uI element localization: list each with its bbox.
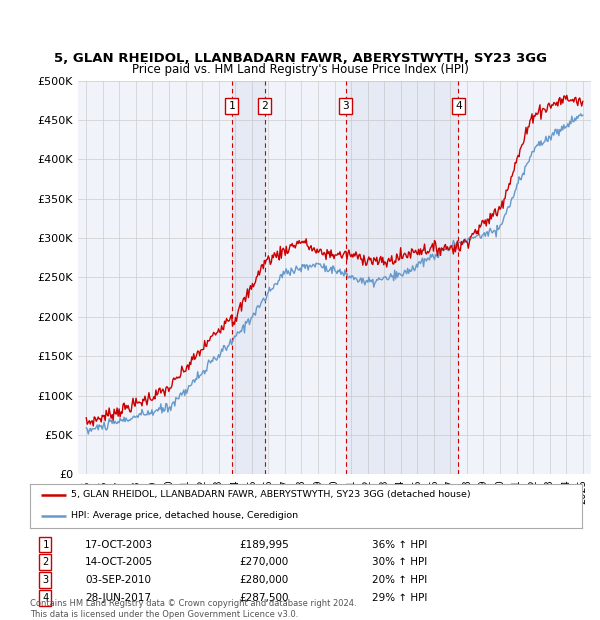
Bar: [232, 81, 265, 474]
Text: Price paid vs. HM Land Registry's House Price Index (HPI): Price paid vs. HM Land Registry's House …: [131, 63, 469, 76]
Text: 1: 1: [229, 101, 235, 111]
Text: 30% ↑ HPI: 30% ↑ HPI: [372, 557, 427, 567]
Text: £287,500: £287,500: [240, 593, 289, 603]
Text: 5, GLAN RHEIDOL, LLANBADARN FAWR, ABERYSTWYTH, SY23 3GG: 5, GLAN RHEIDOL, LLANBADARN FAWR, ABERYS…: [53, 52, 547, 65]
Text: 20% ↑ HPI: 20% ↑ HPI: [372, 575, 427, 585]
Text: 03-SEP-2010: 03-SEP-2010: [85, 575, 151, 585]
Text: 1: 1: [43, 539, 49, 549]
Text: 29% ↑ HPI: 29% ↑ HPI: [372, 593, 428, 603]
Text: 28-JUN-2017: 28-JUN-2017: [85, 593, 151, 603]
Text: £270,000: £270,000: [240, 557, 289, 567]
Text: 5, GLAN RHEIDOL, LLANBADARN FAWR, ABERYSTWYTH, SY23 3GG (detached house): 5, GLAN RHEIDOL, LLANBADARN FAWR, ABERYS…: [71, 490, 471, 499]
Bar: [346, 81, 458, 474]
Text: £280,000: £280,000: [240, 575, 289, 585]
Text: 17-OCT-2003: 17-OCT-2003: [85, 539, 154, 549]
Text: 3: 3: [342, 101, 349, 111]
Text: 4: 4: [455, 101, 462, 111]
Text: 4: 4: [43, 593, 49, 603]
Text: £189,995: £189,995: [240, 539, 290, 549]
Text: 3: 3: [43, 575, 49, 585]
Text: 2: 2: [43, 557, 49, 567]
Text: Contains HM Land Registry data © Crown copyright and database right 2024.
This d: Contains HM Land Registry data © Crown c…: [30, 600, 356, 619]
Text: 2: 2: [262, 101, 268, 111]
Text: HPI: Average price, detached house, Ceredigion: HPI: Average price, detached house, Cere…: [71, 512, 299, 520]
Text: 36% ↑ HPI: 36% ↑ HPI: [372, 539, 428, 549]
Text: 14-OCT-2005: 14-OCT-2005: [85, 557, 154, 567]
